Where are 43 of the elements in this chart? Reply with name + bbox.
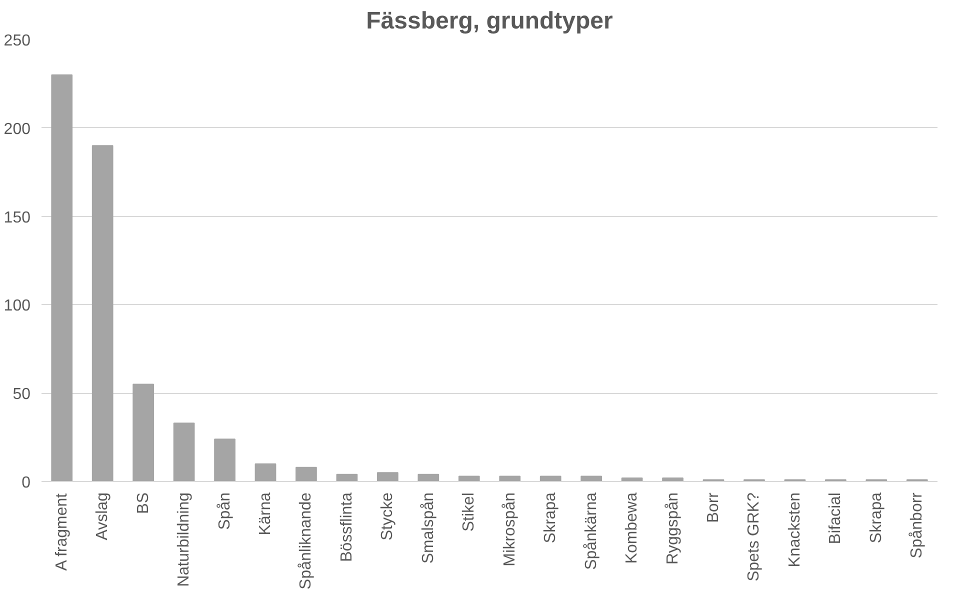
- x-tick-label: Spånkärna: [582, 492, 600, 570]
- bar: [92, 145, 114, 482]
- y-tick-label: 50: [12, 386, 31, 404]
- x-tick-label: Spån: [216, 492, 234, 530]
- y-tick-label: 100: [4, 298, 31, 315]
- bar: [296, 466, 317, 482]
- x-tick-label: Stikel: [460, 492, 478, 532]
- chart-title: Fässberg, grundtyper: [366, 8, 613, 34]
- x-tick-label: Avslag: [94, 492, 112, 540]
- x-tick-label: Bifacial: [827, 492, 844, 544]
- y-tick-label: 150: [4, 209, 31, 226]
- x-tick-label: Skrapa: [542, 492, 560, 544]
- bar: [214, 438, 236, 482]
- bar: [51, 74, 73, 482]
- x-tick-label: Skrapa: [868, 492, 885, 544]
- x-tick-label: BS: [134, 492, 152, 514]
- bar: [580, 476, 602, 482]
- bar: [132, 384, 154, 482]
- x-tick-label: Spånborr: [908, 492, 926, 558]
- x-tick-label: Borr: [705, 492, 722, 523]
- x-tick-label: Mikrospån: [501, 492, 518, 566]
- x-tick-label: Kärna: [257, 492, 274, 536]
- bar: [540, 476, 562, 482]
- x-tick-label: Spets GRK?: [746, 492, 763, 582]
- bar: [254, 463, 276, 482]
- x-tick-label: Bössflinta: [338, 492, 356, 562]
- bar: [418, 474, 440, 482]
- x-tick-label: Kombewa: [624, 492, 641, 564]
- y-tick-label: 200: [4, 120, 31, 138]
- x-tick-label: Ryggspån: [664, 492, 682, 565]
- x-tick-label: Spånliknande: [298, 492, 315, 590]
- x-tick-label: Naturbildning: [176, 492, 193, 587]
- x-tick-label: Smalspån: [420, 492, 437, 564]
- bar: [336, 474, 358, 482]
- y-tick-label: 250: [4, 32, 31, 50]
- x-tick-label: Knacksten: [786, 492, 804, 568]
- x-tick-label: A fragment: [53, 492, 70, 571]
- bar: [377, 472, 398, 482]
- y-tick-label: 0: [22, 474, 31, 492]
- bar: [458, 476, 480, 482]
- x-tick-label: Stycke: [379, 492, 396, 541]
- bar: [173, 422, 195, 482]
- bar: [499, 476, 521, 482]
